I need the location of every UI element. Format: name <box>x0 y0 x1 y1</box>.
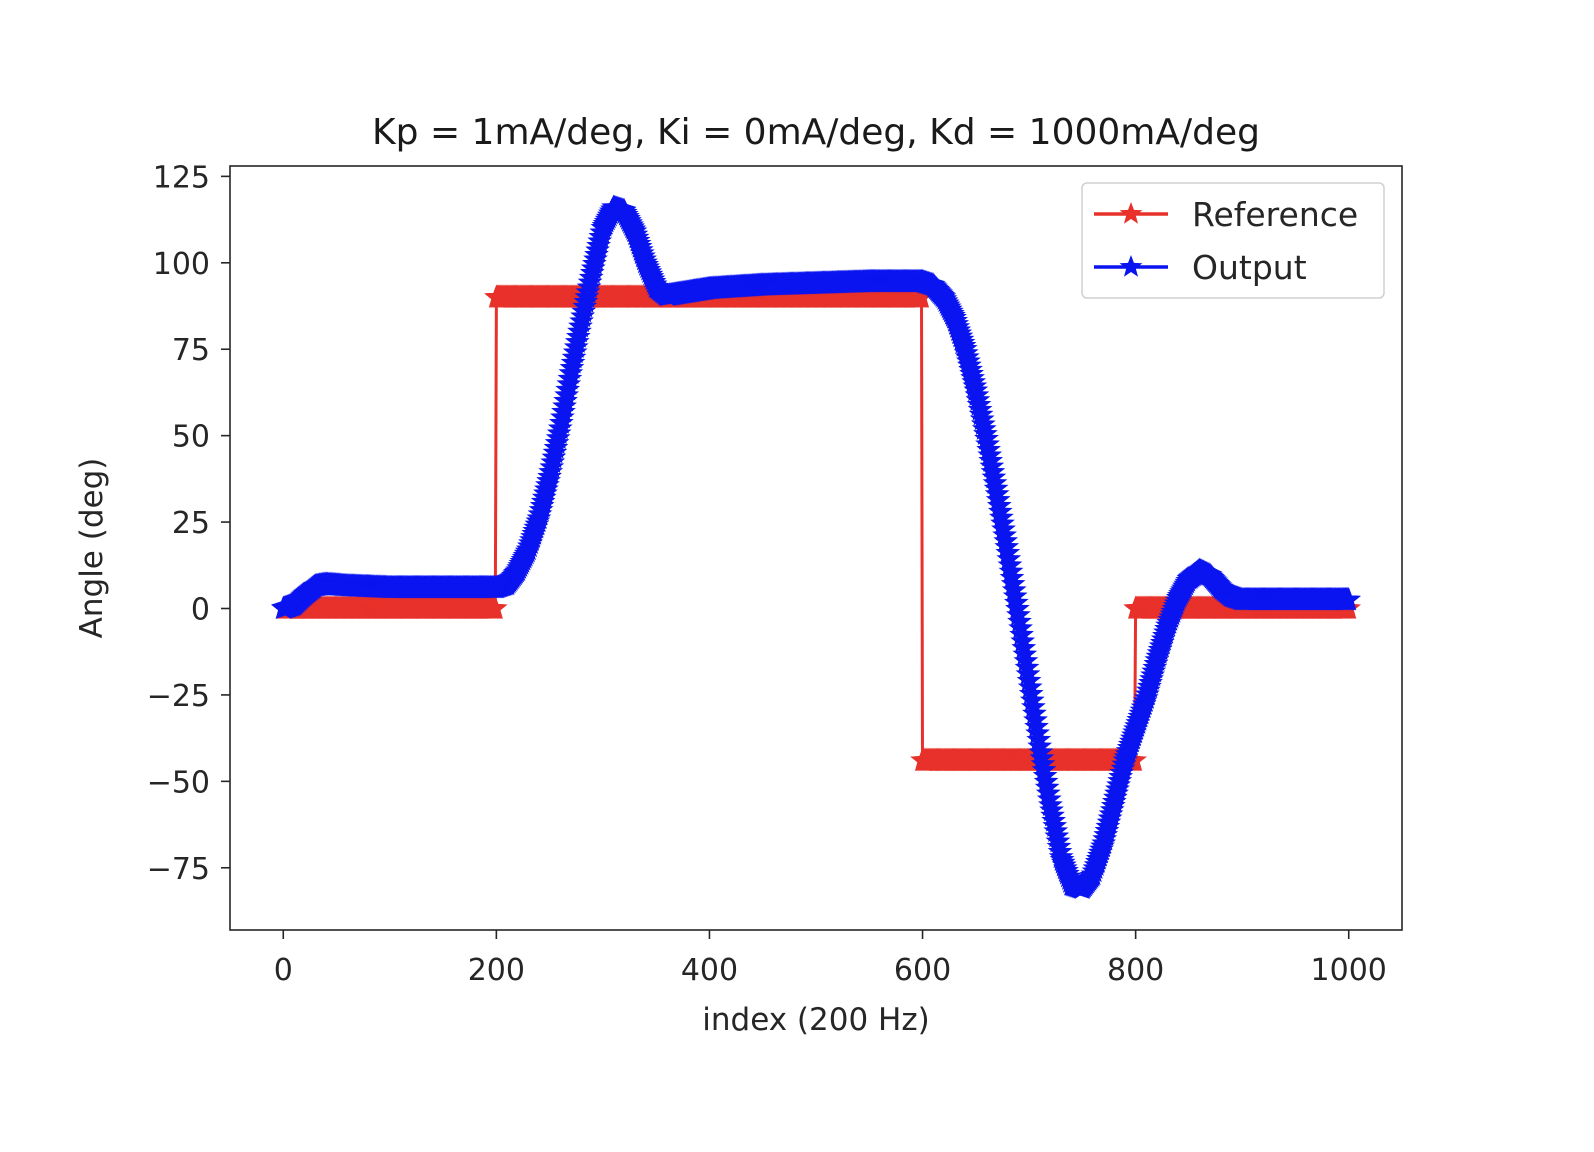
plot-frame <box>229 165 1403 931</box>
legend-marker <box>1119 255 1143 277</box>
legend-entry-output: Output <box>1094 248 1307 287</box>
chart-title: Kp = 1mA/deg, Ki = 0mA/deg, Kd = 1000mA/… <box>372 112 1260 153</box>
legend-label: Reference <box>1192 195 1358 234</box>
y-tick-label: 100 <box>153 247 210 282</box>
legend-label: Output <box>1192 248 1307 287</box>
y-tick-label: 50 <box>172 420 210 455</box>
data-point <box>482 595 508 620</box>
y-tick-label: −25 <box>147 679 210 714</box>
y-tick-label: −75 <box>147 852 210 887</box>
series-output <box>270 194 1362 900</box>
x-tick-label: 600 <box>894 953 951 988</box>
y-tick-label: 0 <box>191 592 210 627</box>
series-line-reference <box>283 295 1349 763</box>
y-tick-label: 125 <box>153 160 210 195</box>
series-layer <box>270 194 1362 900</box>
legend-entries: Reference Output <box>1094 195 1358 287</box>
y-tick-label: 75 <box>172 333 210 368</box>
legend-entry-reference: Reference <box>1094 195 1358 234</box>
data-point <box>909 284 934 308</box>
y-axis: 125 100 75 50 25 0 −25 −50 −75 <box>147 160 230 887</box>
x-axis-label: index (200 Hz) <box>702 1002 929 1038</box>
x-tick-label: 0 <box>274 953 293 988</box>
y-tick-label: −50 <box>147 765 210 800</box>
x-tick-label: 1000 <box>1311 953 1387 988</box>
legend-box <box>1081 182 1385 299</box>
x-axis: 0 200 400 600 800 1000 <box>274 930 1387 988</box>
x-tick-label: 800 <box>1107 953 1164 988</box>
x-tick-label: 200 <box>468 953 525 988</box>
legend: Reference Output <box>1081 182 1385 299</box>
data-point <box>1336 586 1362 611</box>
legend-marker <box>1119 202 1143 224</box>
x-tick-label: 400 <box>681 953 738 988</box>
y-axis-label: Angle (deg) <box>74 458 110 639</box>
y-tick-label: 25 <box>172 506 210 541</box>
